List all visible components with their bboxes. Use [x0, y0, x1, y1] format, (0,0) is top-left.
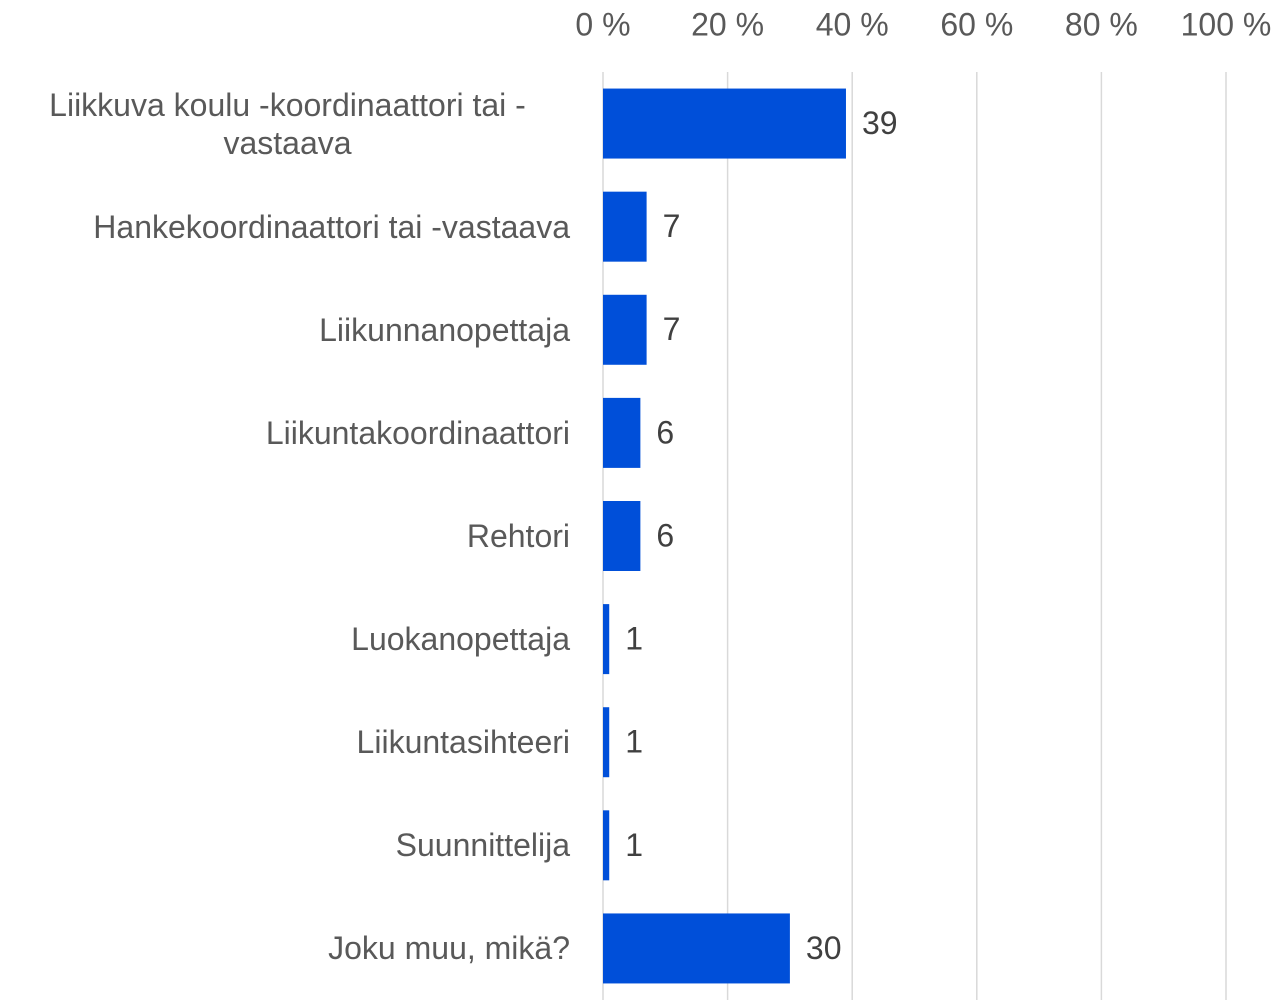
bar: [603, 810, 610, 881]
data-label: 1: [625, 724, 643, 760]
bar: [603, 604, 610, 675]
data-label: 7: [663, 311, 681, 347]
category-text: Liikuntakoordinaattori: [265, 414, 570, 451]
y-tick-label: Liikuntakoordinaattori: [5, 414, 570, 452]
x-tick-label: 60 %: [940, 6, 1013, 42]
y-tick-label: Liikuntasihteeri: [5, 723, 570, 761]
y-tick-label: Liikunnanopettaja: [5, 311, 570, 349]
x-tick-label: 20 %: [691, 6, 764, 42]
y-tick-label: Luokanopettaja: [5, 620, 570, 658]
y-tick-label: Hankekoordinaattori tai -vastaava: [5, 208, 570, 246]
y-tick-label: Liikkuva koulu -koordinaattori tai -vast…: [5, 86, 570, 162]
data-label: 30: [806, 930, 842, 966]
y-tick-label: Suunnittelija: [5, 826, 570, 864]
x-tick-label: 100 %: [1181, 6, 1272, 42]
category-text: Hankekoordinaattori tai -vastaava: [93, 208, 570, 245]
bar: [603, 191, 647, 262]
y-tick-label: Rehtori: [5, 517, 570, 555]
x-tick-label: 0 %: [575, 6, 630, 42]
category-text: Liikuntasihteeri: [356, 724, 570, 761]
data-label: 7: [663, 208, 681, 244]
bar: [603, 501, 641, 571]
y-tick-label: Joku muu, mikä?: [5, 929, 570, 967]
category-text: Luokanopettaja: [351, 621, 570, 658]
data-label: 39: [862, 105, 898, 141]
data-label: 6: [656, 414, 674, 450]
category-text: Rehtori: [466, 518, 570, 554]
category-text: Liikunnanopettaja: [319, 311, 570, 348]
category-text: Liikkuva koulu -koordinaattori tai -vast…: [49, 86, 526, 161]
bar: [603, 913, 790, 984]
bar: [603, 397, 641, 468]
bar: [603, 294, 647, 365]
category-text: Joku muu, mikä?: [328, 930, 570, 967]
x-tick-label: 80 %: [1065, 6, 1138, 42]
data-label: 6: [656, 517, 674, 553]
category-text: Suunnittelija: [395, 827, 570, 864]
bar: [603, 707, 610, 778]
bar: [603, 88, 846, 159]
data-label: 1: [625, 827, 643, 863]
x-tick-label: 40 %: [816, 6, 889, 42]
data-label: 1: [625, 621, 643, 657]
